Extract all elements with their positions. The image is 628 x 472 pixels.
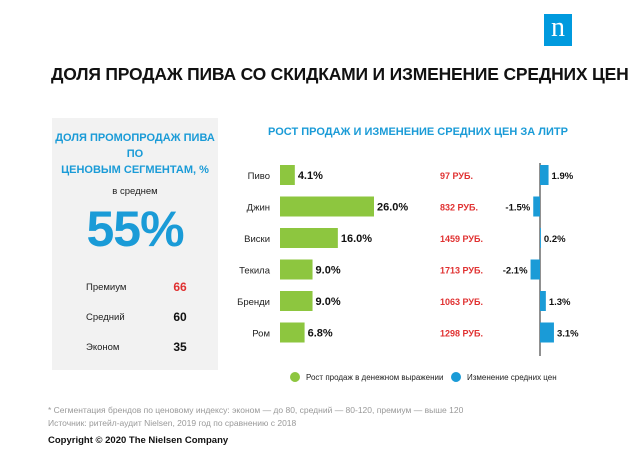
price-bar-бренди: [540, 291, 546, 311]
average-value: 55%: [86, 201, 184, 257]
price-value-бренди: 1.3%: [549, 297, 571, 308]
promo-panel-title-line1: ДОЛЯ ПРОМОПРОДАЖ ПИВА ПО: [55, 132, 215, 160]
sales-value-бренди: 9.0%: [316, 296, 341, 308]
sales-bar-текила: [280, 259, 313, 280]
copyright: Copyright © 2020 The Nielsen Company: [48, 435, 229, 446]
chart-title: РОСТ ПРОДАЖ И ИЗМЕНЕНИЕ СРЕДНИХ ЦЕН ЗА Л…: [268, 126, 568, 138]
sales-value-текила: 9.0%: [316, 265, 341, 277]
sales-value-пиво: 4.1%: [298, 170, 323, 182]
sales-bar-пиво: [280, 165, 295, 185]
segment-label-economy: Эконом: [86, 342, 120, 353]
category-label-ром: Ром: [252, 329, 270, 340]
category-label-бренди: Бренди: [237, 297, 270, 308]
price-bar-джин: [533, 196, 540, 217]
price-value-текила: -2.1%: [503, 266, 528, 277]
sales-bar-бренди: [280, 291, 313, 311]
price-bar-пиво: [540, 165, 549, 185]
category-label-пиво: Пиво: [248, 171, 270, 182]
sales-value-ром: 6.8%: [308, 328, 333, 340]
sales-value-виски: 16.0%: [341, 233, 372, 245]
footnote-source: Источник: ритейл-аудит Nielsen, 2019 год…: [48, 418, 297, 428]
promo-panel-title: ДОЛЯ ПРОМОПРОДАЖ ПИВА ПО ЦЕНОВЫМ СЕГМЕНТ…: [52, 130, 218, 178]
price-bar-виски: [540, 228, 541, 248]
legend-marker-price: [451, 372, 461, 382]
avg-price-ром: 1298 РУБ.: [440, 329, 483, 339]
avg-price-виски: 1459 РУБ.: [440, 234, 483, 244]
avg-price-джин: 832 РУБ.: [440, 203, 478, 213]
price-value-виски: 0.2%: [544, 234, 566, 245]
footnote-segmentation: * Сегментация брендов по ценовому индекс…: [48, 405, 464, 415]
price-bar-текила: [530, 259, 540, 280]
segment-value-middle: 60: [173, 310, 187, 324]
sales-bar-джин: [280, 196, 374, 217]
segment-label-middle: Средний: [86, 312, 125, 323]
sales-bar-ром: [280, 322, 305, 343]
category-label-виски: Виски: [244, 234, 270, 245]
price-bar-ром: [540, 322, 554, 343]
avg-price-бренди: 1063 РУБ.: [440, 297, 483, 307]
legend-label-sales: Рост продаж в денежном выражении: [306, 373, 444, 382]
price-value-пиво: 1.9%: [552, 171, 574, 182]
avg-price-текила: 1713 РУБ.: [440, 266, 483, 276]
legend-marker-sales: [290, 372, 300, 382]
sales-bar-виски: [280, 228, 338, 248]
segment-value-premium: 66: [173, 280, 187, 294]
nielsen-logo: n: [544, 14, 572, 46]
category-label-джин: Джин: [247, 203, 270, 214]
segment-label-premium: Премиум: [86, 282, 127, 293]
category-label-текила: Текила: [239, 266, 271, 277]
promo-panel-title-line2: ЦЕНОВЫМ СЕГМЕНТАМ, %: [61, 164, 209, 176]
price-value-джин: -1.5%: [505, 203, 530, 214]
average-label: в среднем: [112, 186, 158, 197]
price-value-ром: 3.1%: [557, 329, 579, 340]
segment-value-economy: 35: [173, 340, 187, 354]
avg-price-пиво: 97 РУБ.: [440, 171, 473, 181]
sales-value-джин: 26.0%: [377, 202, 408, 214]
promo-panel: ДОЛЯ ПРОМОПРОДАЖ ПИВА ПО ЦЕНОВЫМ СЕГМЕНТ…: [52, 118, 218, 370]
legend-label-price: Изменение средних цен: [467, 373, 557, 382]
page-title: ДОЛЯ ПРОДАЖ ПИВА СО СКИДКАМИ И ИЗМЕНЕНИЕ…: [51, 64, 628, 84]
